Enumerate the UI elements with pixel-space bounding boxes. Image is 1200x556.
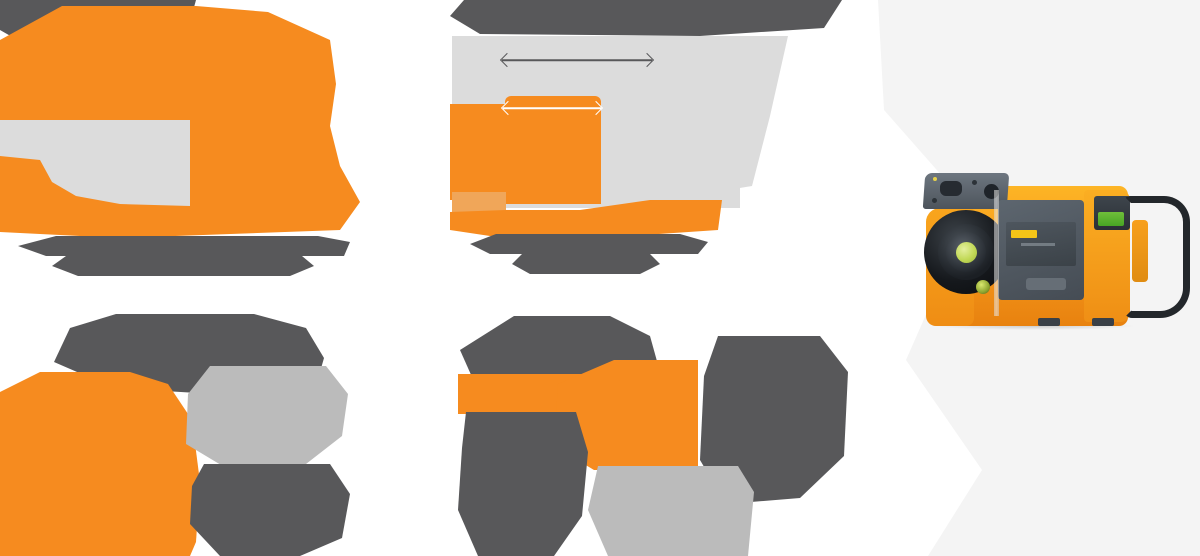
camera-wrist-strap [1124,196,1190,318]
panel-top-right-display-left [450,104,508,200]
panel-bottom-left-body [190,464,350,556]
panel-bottom-right-body-left [458,412,588,556]
wide-field-arrow-bar [502,59,652,61]
panel-top-right-caption-line-2 [512,254,660,274]
narrow-field-arrow-bar [503,107,601,109]
camera-model-text [1021,243,1055,246]
narrow-field-arrow-head-right [588,100,604,116]
camera-focus-knob [976,280,990,294]
camera-hinge [994,190,999,316]
panel-top-right-heading [450,0,842,36]
product-image [888,168,1190,344]
camera-strap-tab [1132,220,1148,282]
product-shadow [934,322,1134,330]
panel-bottom-left-inset [186,366,348,468]
wide-field-arrow [499,52,655,68]
panel-top-left-caption-line-2 [52,256,314,276]
panel-bottom-left-display [0,372,200,556]
camera-led [933,177,937,181]
camera-screw-b [972,180,977,185]
panel-top-right-subbar [452,192,506,214]
panel-bottom-right-caption [588,466,754,556]
camera-foot-left [1038,318,1060,326]
camera-visual-lens [940,181,962,196]
panel-top-right-display [505,96,601,204]
camera-lens-element [956,242,977,263]
narrow-field-arrow [500,100,604,116]
camera-indicator [1098,212,1124,226]
camera-battery-port [1026,278,1066,290]
camera-screw-a [932,198,937,203]
fluke-logo-badge [1011,230,1037,238]
camera-foot-right [1092,318,1114,326]
panel-top-right-caption-line-1 [470,234,708,254]
wide-field-arrow-head-right [639,52,655,68]
panel-top-left-caption-line-1 [18,236,350,256]
